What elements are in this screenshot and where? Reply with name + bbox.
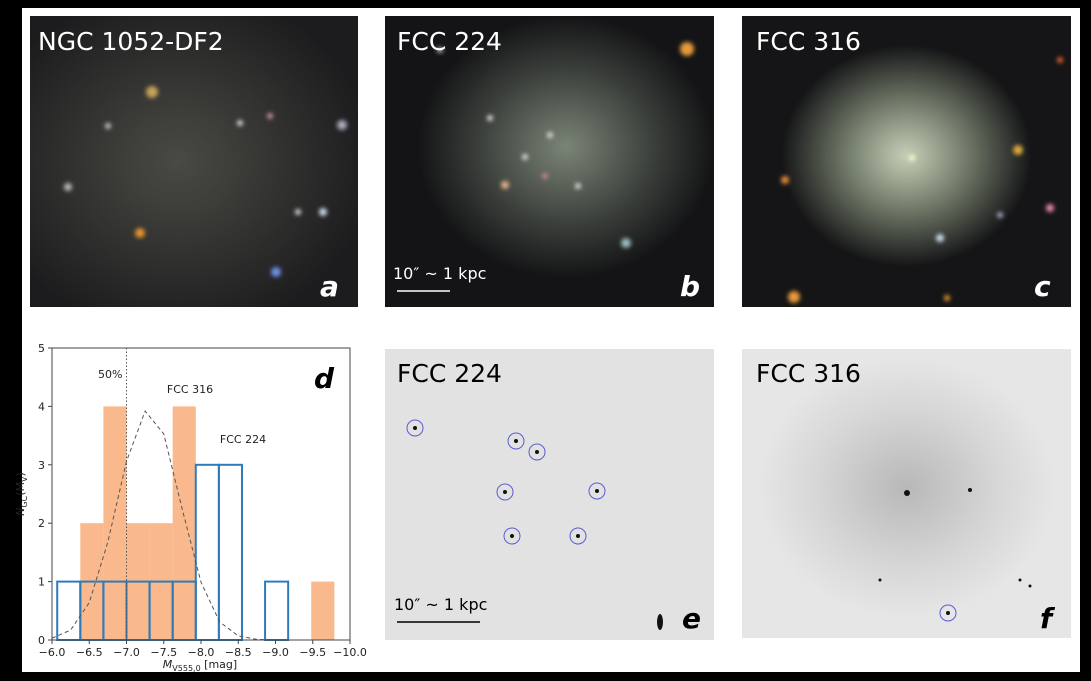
plot-frame bbox=[51, 347, 351, 641]
annotation: 50% bbox=[98, 368, 122, 381]
x-tick-label: −6.0 bbox=[39, 646, 66, 659]
panel-letter: b bbox=[680, 270, 700, 303]
y-tick-label: 5 bbox=[38, 342, 45, 355]
y-tick-label: 2 bbox=[38, 517, 45, 530]
gc-dots bbox=[413, 426, 663, 630]
stars bbox=[781, 57, 1063, 303]
panel-letter: a bbox=[320, 270, 339, 303]
bar bbox=[103, 406, 127, 640]
scale-bar-label: 10″ ~ 1 kpc bbox=[394, 595, 487, 614]
x-tick-label: −7.5 bbox=[150, 646, 177, 659]
y-label-part: (M bbox=[14, 482, 27, 496]
image bbox=[385, 349, 714, 640]
panel-letter: f bbox=[1040, 602, 1056, 635]
sources bbox=[878, 488, 1032, 615]
image bbox=[385, 16, 714, 307]
y-label-part: ) bbox=[14, 472, 27, 476]
stars bbox=[64, 86, 347, 277]
gaussian-curve bbox=[51, 410, 276, 641]
x-label-part: [mag] bbox=[201, 658, 238, 671]
panel-letter: d bbox=[314, 362, 335, 395]
y-tick-label: 0 bbox=[38, 634, 45, 647]
series-label: FCC 316 bbox=[167, 383, 213, 396]
image bbox=[30, 16, 358, 307]
y-label-part: V bbox=[20, 476, 29, 482]
x-tick-label: −7.0 bbox=[113, 646, 140, 659]
x-tick-label: −10.0 bbox=[333, 646, 367, 659]
panel-title: NGC 1052-DF2 bbox=[38, 27, 224, 56]
panel-letter: c bbox=[1034, 270, 1051, 303]
y-label-part: N bbox=[14, 508, 27, 516]
x-label-part: V555,0 bbox=[172, 664, 200, 673]
image bbox=[742, 16, 1071, 307]
panel-title: FCC 224 bbox=[397, 359, 502, 388]
bar bbox=[172, 406, 196, 640]
x-axis-label: MV555,0 [mag] bbox=[163, 658, 237, 673]
panel-a: NGC 1052-DF2 a bbox=[30, 16, 358, 307]
x-tick-label: −6.5 bbox=[76, 646, 103, 659]
x-label-part: M bbox=[163, 658, 173, 671]
panel-c: FCC 316 c bbox=[742, 16, 1071, 307]
y-label-part: GC bbox=[20, 495, 29, 507]
panel-title: FCC 316 bbox=[756, 27, 861, 56]
y-tick-label: 1 bbox=[38, 576, 45, 589]
y-tick-label: 4 bbox=[38, 400, 45, 413]
series-label: FCC 224 bbox=[220, 433, 266, 446]
panel-e: FCC 224 10″ ~ 1 kpc e bbox=[385, 349, 714, 640]
scale-bar-label: 10″ ~ 1 kpc bbox=[393, 264, 486, 283]
x-tick-label: −9.0 bbox=[262, 646, 289, 659]
panel-b: FCC 224 10″ ~ 1 kpc b bbox=[385, 16, 714, 307]
x-tick-label: −8.0 bbox=[188, 646, 215, 659]
panel-title: FCC 316 bbox=[756, 359, 861, 388]
bar bbox=[311, 581, 335, 640]
gc-markers bbox=[406, 419, 606, 545]
gc-marker bbox=[939, 604, 957, 622]
x-tick-label: −9.5 bbox=[299, 646, 326, 659]
x-tick-label: −8.5 bbox=[225, 646, 252, 659]
panel-f: FCC 316 f bbox=[742, 349, 1071, 638]
y-tick-label: 3 bbox=[38, 459, 45, 472]
panel-title: FCC 224 bbox=[397, 27, 502, 56]
y-axis-label: NGC(MV) bbox=[14, 472, 29, 516]
stars bbox=[437, 42, 694, 248]
panel-letter: e bbox=[682, 602, 701, 635]
